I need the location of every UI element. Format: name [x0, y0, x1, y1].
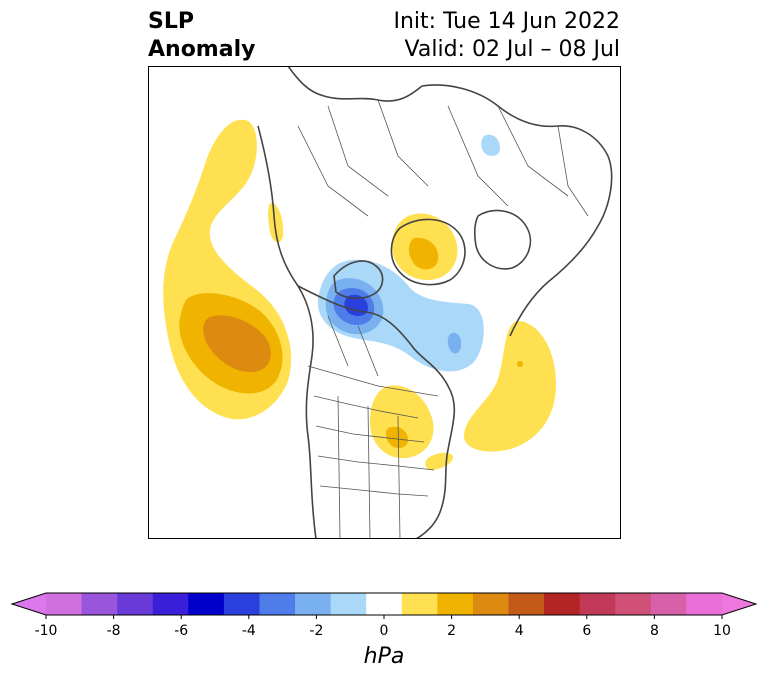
colorbar-tick-label: 8 — [650, 623, 659, 639]
colorbar-cell — [401, 593, 438, 615]
colorbar-cell — [544, 593, 581, 615]
colorbar-cell — [686, 593, 723, 615]
colorbar-cell — [259, 593, 296, 615]
colorbar-tick-label: -8 — [107, 623, 121, 639]
colorbar-cell — [472, 593, 510, 615]
colorbar-cell — [117, 593, 154, 615]
colorbar-cell — [295, 593, 332, 615]
anomaly-eastern-canada-2 — [370, 385, 434, 459]
borders — [297, 99, 589, 539]
anomaly-labrador-neg — [447, 332, 462, 354]
colorbar-cell — [46, 593, 83, 615]
title-left: SLP Anomaly — [148, 8, 255, 64]
colorbar: -10 -8 -6 -4 -2 0 2 4 6 8 10 — [10, 592, 758, 639]
init-date: Init: Tue 14 Jun 2022 — [393, 9, 621, 34]
anomaly-siberia-neg — [481, 134, 500, 156]
colorbar-tick-label: 2 — [447, 623, 456, 639]
colorbar-tick-label: -4 — [242, 623, 256, 639]
anomaly-greenland-sea-3 — [408, 237, 439, 270]
colorbar-tick-label: -2 — [309, 623, 323, 639]
colorbar-extend-high — [722, 593, 756, 615]
anomaly-atlantic-core — [517, 361, 523, 367]
colorbar-units: hPa — [363, 644, 405, 669]
slp-anomaly-map — [148, 66, 621, 539]
valid-range: Valid: 02 Jul – 08 Jul — [404, 37, 620, 62]
anomaly-atlantic — [464, 320, 556, 452]
colorbar-tick-label: 6 — [582, 623, 591, 639]
colorbar-cell — [650, 593, 687, 615]
anomaly-west-coast — [268, 202, 284, 243]
colorbar-tick-label: -10 — [35, 623, 58, 639]
colorbar-tick-label: 10 — [713, 623, 731, 639]
colorbar-tick-label: 4 — [515, 623, 524, 639]
colorbar-tick-label: 0 — [380, 623, 389, 639]
colorbar-cell — [188, 593, 225, 615]
colorbar-cell — [330, 593, 367, 615]
title-slp: SLP — [148, 9, 194, 34]
colorbar-extend-low — [12, 593, 46, 615]
colorbar-cell — [579, 593, 616, 615]
coastlines — [257, 66, 613, 539]
colorbar-cell — [615, 593, 652, 615]
colorbar-cell — [437, 593, 474, 615]
colorbar-cell — [152, 593, 189, 615]
map-border — [148, 66, 621, 539]
title-anomaly: Anomaly — [148, 37, 256, 62]
colorbar-cell — [366, 593, 403, 615]
colorbar-cell — [81, 593, 118, 615]
title-right: Init: Tue 14 Jun 2022 Valid: 02 Jul – 08… — [394, 8, 621, 64]
anomaly-hudson-neg-4 — [344, 294, 368, 316]
anomaly-pacific-4 — [203, 315, 271, 373]
colorbar-cell — [223, 593, 260, 615]
colorbar-tick-label: -6 — [174, 623, 188, 639]
colorbar-cell — [508, 593, 545, 615]
anomaly-eastern-canada-3 — [385, 426, 408, 448]
